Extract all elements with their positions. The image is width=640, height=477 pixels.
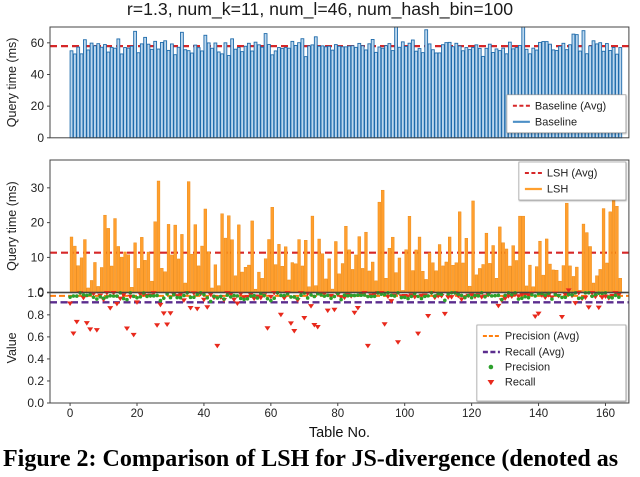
svg-text:0.6: 0.6 bbox=[27, 330, 44, 344]
svg-text:10: 10 bbox=[31, 250, 45, 264]
svg-text:160: 160 bbox=[596, 408, 615, 420]
svg-text:Precision: Precision bbox=[505, 362, 550, 374]
svg-text:60: 60 bbox=[31, 36, 45, 50]
svg-text:Query time (ms): Query time (ms) bbox=[5, 38, 19, 128]
svg-text:20: 20 bbox=[131, 408, 144, 420]
svg-text:0.4: 0.4 bbox=[27, 352, 44, 366]
svg-text:100: 100 bbox=[395, 408, 414, 420]
svg-text:Baseline (Avg): Baseline (Avg) bbox=[535, 100, 606, 112]
svg-text:LSH (Avg): LSH (Avg) bbox=[547, 168, 598, 180]
svg-text:0.0: 0.0 bbox=[27, 396, 44, 410]
svg-text:30: 30 bbox=[31, 181, 45, 195]
svg-text:80: 80 bbox=[331, 408, 344, 420]
svg-text:Recall (Avg): Recall (Avg) bbox=[505, 347, 565, 359]
svg-text:Query time (ms): Query time (ms) bbox=[5, 181, 19, 271]
svg-text:20: 20 bbox=[31, 216, 45, 230]
svg-text:60: 60 bbox=[264, 408, 277, 420]
svg-text:140: 140 bbox=[529, 408, 548, 420]
svg-text:LSH: LSH bbox=[547, 184, 568, 196]
svg-text:Table No.: Table No. bbox=[309, 425, 370, 441]
svg-text:40: 40 bbox=[198, 408, 211, 420]
svg-text:40: 40 bbox=[31, 67, 45, 81]
svg-text:20: 20 bbox=[31, 99, 45, 113]
svg-text:120: 120 bbox=[462, 408, 481, 420]
svg-text:Value: Value bbox=[5, 332, 19, 363]
svg-text:Precision (Avg): Precision (Avg) bbox=[505, 331, 579, 343]
svg-text:Recall: Recall bbox=[505, 377, 536, 389]
svg-text:0.8: 0.8 bbox=[27, 308, 44, 322]
svg-text:0: 0 bbox=[67, 408, 73, 420]
svg-text:1.0: 1.0 bbox=[27, 286, 44, 300]
svg-text:0: 0 bbox=[37, 131, 44, 145]
svg-text:Baseline: Baseline bbox=[535, 116, 577, 128]
svg-text:0.2: 0.2 bbox=[27, 374, 44, 388]
